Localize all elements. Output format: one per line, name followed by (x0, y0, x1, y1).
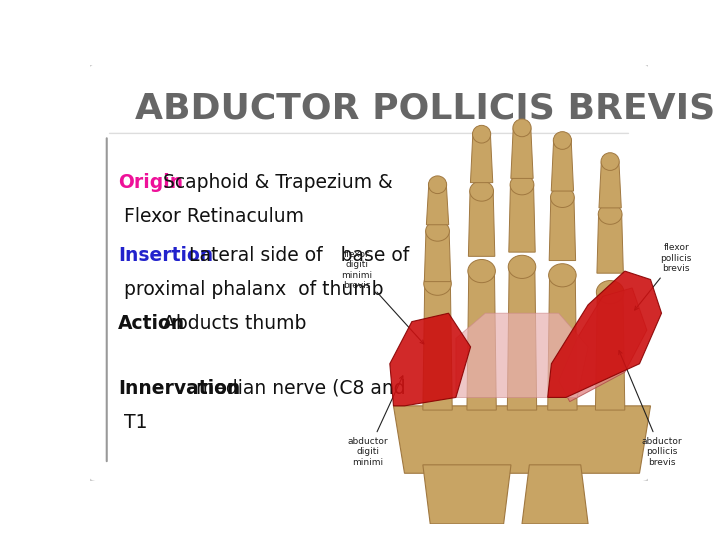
Polygon shape (508, 267, 536, 410)
Ellipse shape (508, 255, 536, 279)
Text: median nerve (C8 and: median nerve (C8 and (190, 379, 406, 398)
Text: proximal phalanx  of thumb: proximal phalanx of thumb (118, 280, 383, 299)
Polygon shape (559, 288, 647, 402)
Ellipse shape (596, 281, 624, 303)
Text: Insertion: Insertion (118, 246, 213, 265)
Text: flexor
digiti
minimi
brevis: flexor digiti minimi brevis (341, 249, 424, 344)
Ellipse shape (426, 221, 449, 241)
Text: flexor
pollicis
brevis: flexor pollicis brevis (634, 244, 692, 310)
Polygon shape (597, 214, 624, 273)
Text: Origin: Origin (118, 173, 183, 192)
Polygon shape (509, 185, 535, 252)
Ellipse shape (428, 176, 446, 193)
Text: abductor
pollicis
brevis: abductor pollicis brevis (618, 350, 682, 467)
Text: Scaphoid & Trapezium &: Scaphoid & Trapezium & (158, 173, 393, 192)
Polygon shape (470, 134, 492, 183)
Ellipse shape (601, 153, 619, 171)
FancyBboxPatch shape (87, 63, 651, 483)
Text: Abducts thumb: Abducts thumb (158, 314, 307, 333)
Polygon shape (456, 313, 588, 397)
Polygon shape (426, 185, 449, 225)
Polygon shape (548, 275, 577, 410)
Polygon shape (549, 197, 575, 261)
Polygon shape (595, 292, 625, 410)
Ellipse shape (472, 125, 491, 143)
Text: Action: Action (118, 314, 185, 333)
Polygon shape (599, 161, 621, 208)
Text: Innervation: Innervation (118, 379, 240, 398)
Polygon shape (522, 465, 588, 524)
Polygon shape (552, 140, 574, 191)
Ellipse shape (468, 260, 495, 282)
Text: Lateral side of   base of: Lateral side of base of (177, 246, 410, 265)
Text: Flexor Retinaculum: Flexor Retinaculum (118, 207, 304, 226)
Text: T1: T1 (118, 413, 148, 432)
Ellipse shape (553, 132, 572, 150)
Ellipse shape (513, 119, 531, 137)
Polygon shape (424, 231, 451, 282)
Ellipse shape (598, 204, 622, 224)
Ellipse shape (549, 264, 576, 287)
Ellipse shape (424, 272, 451, 295)
Text: abductor
digiti
minimi: abductor digiti minimi (348, 376, 403, 467)
Ellipse shape (469, 181, 493, 201)
Polygon shape (469, 191, 495, 256)
Polygon shape (423, 465, 511, 524)
Polygon shape (390, 313, 471, 406)
Ellipse shape (551, 187, 575, 207)
Polygon shape (510, 128, 534, 178)
Polygon shape (393, 406, 651, 473)
Polygon shape (423, 284, 452, 410)
Polygon shape (467, 271, 496, 410)
Ellipse shape (510, 174, 534, 195)
Polygon shape (548, 271, 662, 397)
Text: ABDUCTOR POLLICIS BREVIS: ABDUCTOR POLLICIS BREVIS (135, 91, 715, 125)
